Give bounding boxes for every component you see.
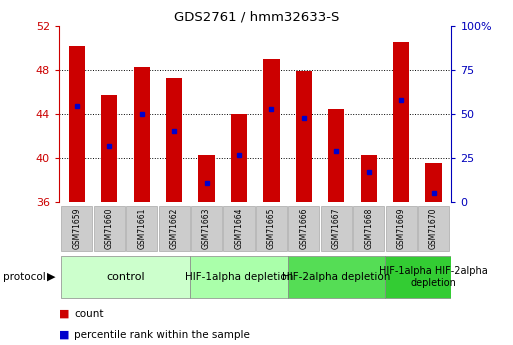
- Bar: [94, 206, 125, 251]
- Text: ▶: ▶: [47, 272, 55, 282]
- Text: GSM71663: GSM71663: [202, 208, 211, 249]
- Text: percentile rank within the sample: percentile rank within the sample: [74, 330, 250, 339]
- Text: GSM71669: GSM71669: [397, 208, 406, 249]
- Text: GSM71659: GSM71659: [72, 208, 82, 249]
- Bar: [224, 206, 254, 251]
- Bar: [61, 206, 92, 251]
- Bar: [126, 206, 157, 251]
- Text: GSM71668: GSM71668: [364, 208, 373, 249]
- Bar: [159, 206, 190, 251]
- Bar: [385, 256, 482, 298]
- Bar: [231, 114, 247, 202]
- Bar: [418, 206, 449, 251]
- Bar: [393, 42, 409, 202]
- Bar: [199, 155, 214, 202]
- Text: count: count: [74, 309, 104, 319]
- Bar: [296, 71, 312, 202]
- Text: GDS2761 / hmm32633-S: GDS2761 / hmm32633-S: [174, 10, 339, 23]
- Bar: [101, 95, 117, 202]
- Text: GSM71664: GSM71664: [234, 208, 244, 249]
- Bar: [191, 206, 222, 251]
- Text: protocol: protocol: [3, 272, 45, 282]
- Text: GSM71666: GSM71666: [300, 208, 308, 249]
- Bar: [61, 256, 190, 298]
- Text: GSM71660: GSM71660: [105, 208, 114, 249]
- Text: GSM71661: GSM71661: [137, 208, 146, 249]
- Bar: [386, 206, 417, 251]
- Text: ■: ■: [59, 330, 69, 339]
- Bar: [425, 163, 442, 202]
- Text: GSM71662: GSM71662: [170, 208, 179, 249]
- Bar: [288, 206, 320, 251]
- Text: HIF-2alpha depletion: HIF-2alpha depletion: [282, 272, 390, 282]
- Bar: [166, 78, 182, 202]
- Text: HIF-1alpha depletion: HIF-1alpha depletion: [185, 272, 293, 282]
- Bar: [190, 256, 288, 298]
- Text: GSM71670: GSM71670: [429, 208, 438, 249]
- Text: GSM71665: GSM71665: [267, 208, 276, 249]
- Text: HIF-1alpha HIF-2alpha
depletion: HIF-1alpha HIF-2alpha depletion: [379, 266, 488, 288]
- Bar: [328, 109, 344, 202]
- Bar: [69, 46, 85, 202]
- Bar: [361, 155, 377, 202]
- Bar: [133, 67, 150, 202]
- Bar: [263, 59, 280, 202]
- Bar: [321, 206, 352, 251]
- Bar: [256, 206, 287, 251]
- Text: ■: ■: [59, 309, 69, 319]
- Text: GSM71667: GSM71667: [332, 208, 341, 249]
- Bar: [288, 256, 385, 298]
- Text: control: control: [106, 272, 145, 282]
- Bar: [353, 206, 384, 251]
